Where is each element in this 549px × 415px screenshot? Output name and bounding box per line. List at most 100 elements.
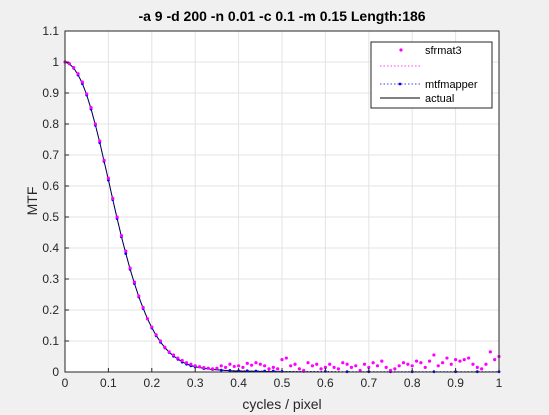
x-tick-label: 0.3 [187, 376, 204, 390]
sfrmat3-point [336, 367, 341, 371]
sfrmat3-point [250, 363, 254, 367]
sfrmat3-point [232, 364, 236, 369]
sfrmat3-point [98, 139, 102, 143]
sfrmat3-point [180, 358, 184, 363]
sfrmat3-point [354, 364, 358, 368]
series-sfrmat3-points [63, 60, 501, 373]
sfrmat3-point [67, 61, 71, 66]
x-tick-label: 0.8 [404, 376, 421, 390]
sfrmat3-point [315, 362, 319, 366]
sfrmat3-point [449, 362, 453, 366]
sfrmat3-point [267, 367, 271, 371]
x-tick-label: 0.7 [360, 376, 377, 390]
y-tick-label: 1 [52, 55, 59, 69]
sfrmat3-point [388, 368, 393, 373]
legend-sfrmat3-label: sfrmat3 [425, 45, 462, 57]
sfrmat3-point [141, 305, 145, 310]
sfrmat3-point [102, 158, 106, 162]
sfrmat3-point [358, 368, 362, 373]
sfrmat3-point [72, 65, 76, 70]
legend-actual-label: actual [425, 93, 454, 105]
mtfmapper-point [219, 368, 223, 372]
sfrmat3-point [210, 367, 215, 371]
x-axis-ticks: 0 0.1 0.2 0.3 0.4 0.5 0.6 0.7 0.8 0.9 1 [62, 368, 503, 390]
sfrmat3-point [488, 350, 492, 354]
y-tick-label: 1.1 [42, 24, 59, 38]
x-tick-label: 0.9 [447, 376, 464, 390]
legend[interactable]: sfrmat3 mtfmapper actual [370, 41, 493, 109]
sfrmat3-point [163, 345, 167, 349]
sfrmat3-point [145, 317, 150, 321]
sfrmat3-point [245, 361, 249, 365]
sfrmat3-point [432, 353, 436, 357]
sfrmat3-point [471, 362, 475, 366]
sfrmat3-point [197, 365, 202, 369]
legend-entry-sfrmat3: sfrmat3 [399, 45, 462, 57]
sfrmat3-point [106, 176, 110, 180]
sfrmat3-point [371, 361, 375, 365]
sfrmat3-point [462, 358, 466, 362]
sfrmat3-point [289, 364, 293, 368]
sfrmat3-point [111, 196, 115, 200]
y-tick-label: 0.2 [42, 303, 59, 317]
mtfmapper-point [228, 369, 232, 372]
legend-entry-actual: actual [380, 93, 454, 105]
legend-mtfmapper-marker [398, 82, 402, 86]
x-tick-label: 0.5 [274, 376, 291, 390]
sfrmat3-point [115, 215, 119, 219]
y-tick-label: 0 [52, 365, 59, 379]
y-tick-label: 0.1 [42, 334, 59, 348]
sfrmat3-point [193, 364, 197, 368]
sfrmat3-point [171, 353, 176, 357]
sfrmat3-point [219, 364, 223, 368]
sfrmat3-point [237, 364, 241, 368]
legend-mtfmapper-label: mtfmapper [425, 79, 478, 91]
sfrmat3-point [484, 362, 488, 366]
sfrmat3-point [223, 365, 228, 369]
sfrmat3-point [440, 361, 445, 365]
mtfmapper-point [124, 252, 128, 255]
sfrmat3-point [306, 361, 310, 365]
sfrmat3-point [332, 365, 336, 369]
sfrmat3-point [406, 362, 410, 366]
y-tick-label: 0.9 [42, 86, 59, 100]
sfrmat3-point [341, 361, 345, 365]
sfrmat3-point [184, 361, 189, 365]
legend-entry-mtfmapper: mtfmapper [380, 79, 478, 91]
sfrmat3-point [241, 365, 245, 369]
x-tick-label: 0.2 [143, 376, 160, 390]
sfrmat3-point [284, 356, 288, 360]
sfrmat3-point [128, 266, 132, 270]
sfrmat3-point [158, 339, 163, 343]
y-tick-label: 0.7 [42, 148, 59, 162]
sfrmat3-point [310, 364, 314, 368]
y-tick-label: 0.5 [42, 210, 59, 224]
sfrmat3-point [384, 365, 388, 369]
sfrmat3-point [76, 72, 80, 76]
y-axis-ticks: 0 0.1 0.2 0.3 0.4 0.5 0.6 0.7 0.8 0.9 1 1.1 [42, 24, 69, 379]
sfrmat3-point [85, 92, 89, 96]
sfrmat3-point [150, 325, 154, 329]
y-tick-label: 0.4 [42, 241, 59, 255]
sfrmat3-point [202, 366, 206, 370]
sfrmat3-point [280, 358, 284, 362]
sfrmat3-point [319, 367, 323, 371]
sfrmat3-point [293, 362, 297, 366]
sfrmat3-point [380, 359, 384, 363]
sfrmat3-point [401, 361, 406, 365]
sfrmat3-point [436, 364, 440, 368]
sfrmat3-point [393, 367, 397, 371]
sfrmat3-point [349, 365, 354, 369]
sfrmat3-point [467, 356, 471, 360]
sfrmat3-point [445, 356, 449, 360]
sfrmat3-point [276, 367, 280, 371]
x-axis-label: cycles / pixel [242, 396, 321, 412]
sfrmat3-point [271, 365, 275, 369]
sfrmat3-point [427, 359, 432, 363]
sfrmat3-point [475, 365, 479, 369]
chart-title: -a 9 -d 200 -n 0.01 -c 0.1 -m 0.15 Lengt… [138, 8, 425, 24]
x-tick-label: 0.4 [230, 376, 247, 390]
sfrmat3-point [297, 367, 301, 371]
sfrmat3-point [362, 362, 367, 366]
sfrmat3-point [176, 356, 180, 360]
